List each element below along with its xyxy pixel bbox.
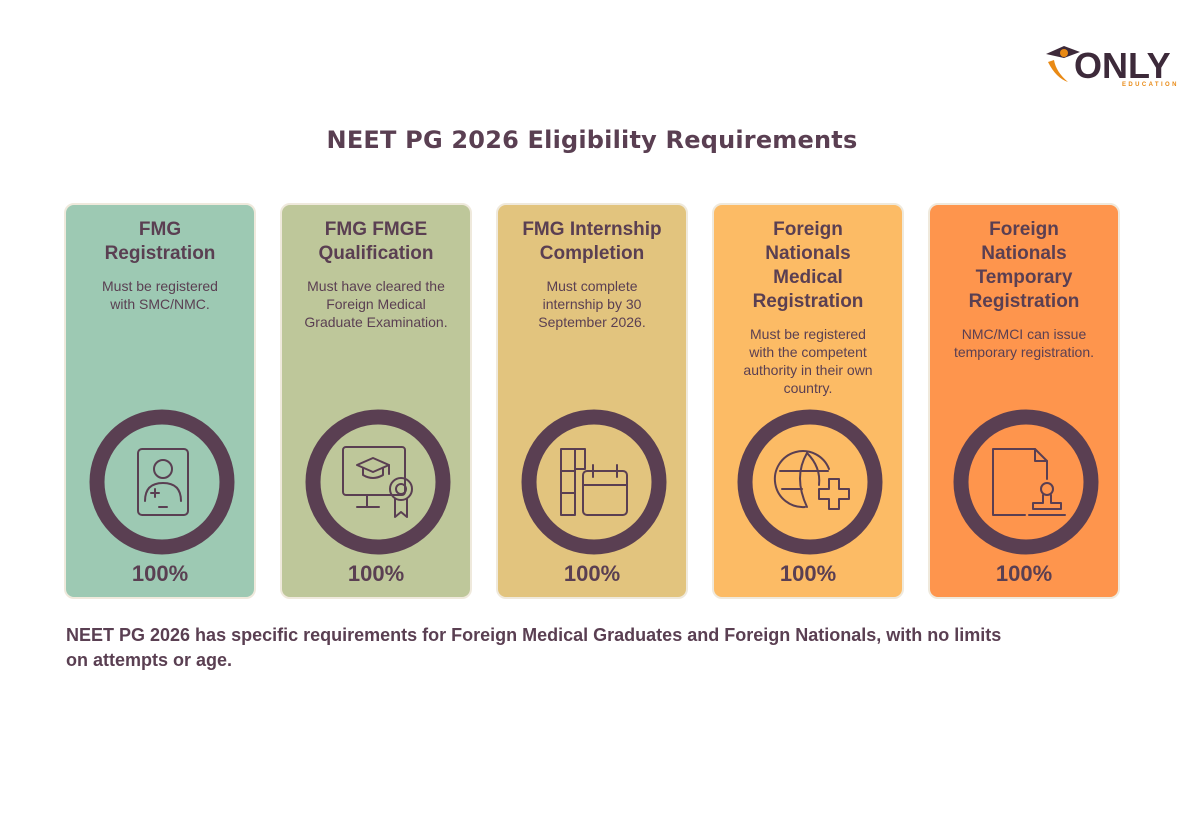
graduate-figure-icon bbox=[1046, 46, 1080, 82]
card-title-line: Foreign bbox=[773, 219, 843, 240]
card-title: FMG Registration bbox=[72, 218, 248, 266]
card-foreign-nationals-medical-registration: Foreign Nationals Medical Registration M… bbox=[712, 203, 904, 599]
completion-percent: 100% bbox=[779, 561, 837, 586]
card-title-line: Completion bbox=[539, 243, 645, 264]
calendar-icon bbox=[521, 409, 667, 555]
document-stamp-icon bbox=[953, 409, 1099, 555]
card-title-line: Medical bbox=[773, 267, 843, 288]
logo-subtext: EDUCATION bbox=[1122, 82, 1179, 88]
card-title-line: Temporary bbox=[975, 267, 1073, 288]
card-fmg-registration: FMG Registration Must be registered with… bbox=[64, 203, 256, 599]
graduation-certificate-icon bbox=[305, 409, 451, 555]
page-title: NEET PG 2026 Eligibility Requirements bbox=[326, 126, 858, 154]
completion-percent: 100% bbox=[563, 561, 621, 586]
globe-plus-icon bbox=[737, 409, 883, 555]
card-title-line: FMG FMGE bbox=[324, 219, 428, 240]
card-title-line: Registration bbox=[968, 291, 1080, 312]
card-description: Must complete internship by 30 September… bbox=[538, 278, 646, 330]
only-education-logo: ONLY EDUCATION bbox=[1040, 40, 1176, 92]
card-title: Foreign Nationals Medical Registration bbox=[720, 218, 896, 314]
card-title: Foreign Nationals Temporary Registration bbox=[936, 218, 1112, 314]
card-fmg-fmge-qualification: FMG FMGE Qualification Must have cleared… bbox=[280, 203, 472, 599]
card-title-line: Registration bbox=[752, 291, 864, 312]
completion-percent: 100% bbox=[347, 561, 405, 586]
card-description: Must be registered with SMC/NMC. bbox=[102, 278, 218, 312]
card-description: Must be registered with the competent au… bbox=[743, 326, 873, 396]
card-description: NMC/MCI can issue temporary registration… bbox=[953, 326, 1095, 360]
completion-percent: 100% bbox=[131, 561, 189, 586]
card-title: FMG FMGE Qualification bbox=[288, 218, 464, 266]
medical-id-card-icon bbox=[89, 409, 235, 555]
card-title: FMG Internship Completion bbox=[504, 218, 680, 266]
card-fmg-internship-completion: FMG Internship Completion Must complete … bbox=[496, 203, 688, 599]
card-title-line: Registration bbox=[104, 243, 216, 264]
card-description: Must have cleared the Foreign Medical Gr… bbox=[304, 278, 448, 330]
card-title-line: FMG bbox=[138, 219, 182, 240]
logo-text: ONLY bbox=[1074, 45, 1171, 86]
card-title-line: Nationals bbox=[765, 243, 851, 264]
card-title-line: Foreign bbox=[989, 219, 1059, 240]
card-foreign-nationals-temporary-registration: Foreign Nationals Temporary Registration… bbox=[928, 203, 1120, 599]
card-title-line: Qualification bbox=[318, 243, 434, 264]
card-title-line: Nationals bbox=[981, 243, 1067, 264]
summary-text: NEET PG 2026 has specific requirements f… bbox=[66, 625, 1002, 670]
completion-percent: 100% bbox=[995, 561, 1053, 586]
card-title-line: FMG Internship bbox=[522, 219, 662, 240]
